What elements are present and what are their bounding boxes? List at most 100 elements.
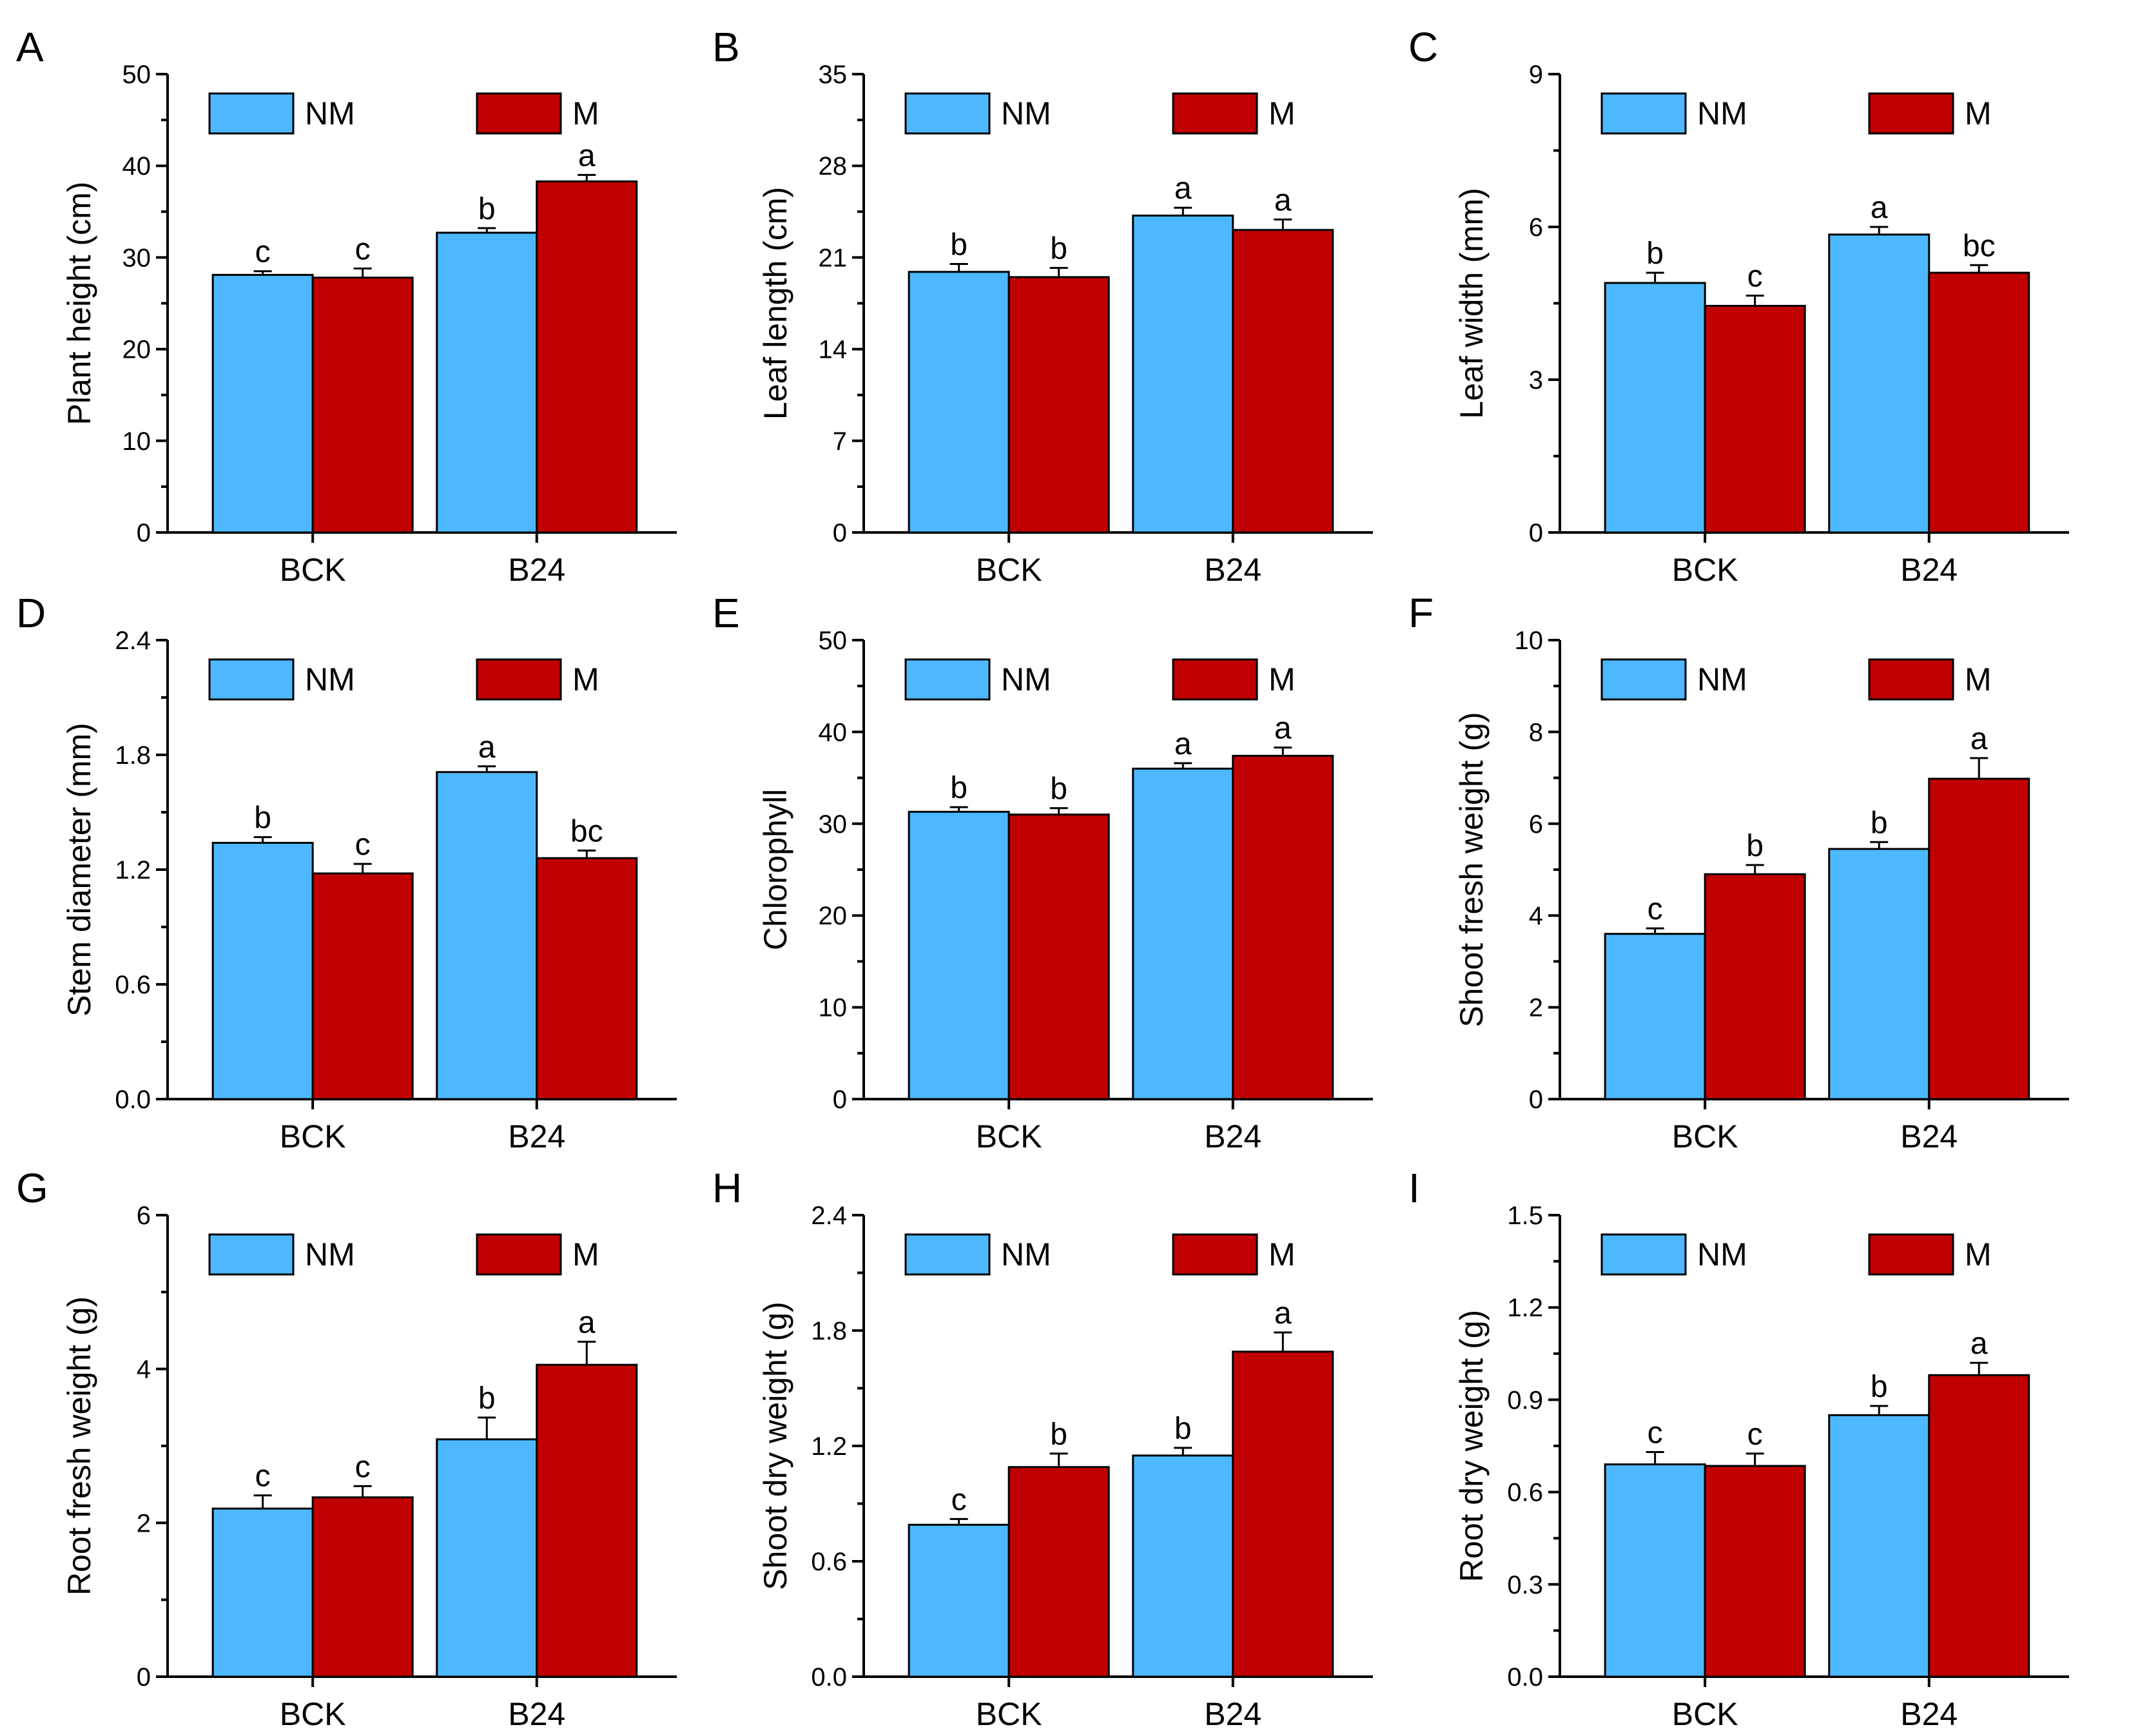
error-bar bbox=[949, 263, 968, 272]
y-tick-label: 30 bbox=[122, 244, 151, 272]
y-tick-label: 0.6 bbox=[115, 971, 151, 999]
legend-label-m: M bbox=[1269, 661, 1296, 697]
panel-letter: E bbox=[712, 590, 740, 636]
x-category-label: B24 bbox=[1204, 1696, 1261, 1732]
legend-swatch-m bbox=[476, 1233, 562, 1276]
bar-m-b24 bbox=[1232, 229, 1334, 534]
panel-letter: H bbox=[712, 1165, 742, 1211]
significance-label: b bbox=[254, 801, 271, 835]
legend-label-nm: NM bbox=[1001, 661, 1051, 697]
y-tick-label: 1.8 bbox=[115, 741, 151, 770]
bar-m-b24 bbox=[536, 1363, 638, 1678]
error-bar bbox=[478, 227, 496, 233]
legend-swatch-nm bbox=[208, 1233, 295, 1276]
significance-label: a bbox=[1174, 727, 1192, 761]
legend-swatch-nm bbox=[904, 658, 991, 701]
bar-nm-b24 bbox=[1132, 214, 1234, 534]
significance-label: b bbox=[1871, 1370, 1888, 1404]
error-bar bbox=[1274, 746, 1292, 756]
panel-letter: D bbox=[16, 590, 46, 636]
error-bar bbox=[478, 1416, 496, 1439]
panel-letter: B bbox=[712, 24, 740, 70]
error-bar bbox=[578, 173, 596, 182]
legend-label-m: M bbox=[1269, 95, 1296, 132]
bar-nm-bck bbox=[211, 1507, 314, 1678]
bar-m-b24 bbox=[1928, 777, 2030, 1100]
bar-nm-bck bbox=[908, 1523, 1010, 1678]
legend-label-nm: NM bbox=[1697, 95, 1747, 132]
bar-nm-bck bbox=[1604, 1463, 1706, 1678]
bar-m-b24 bbox=[536, 180, 638, 534]
legend-swatch-m bbox=[1868, 1233, 1954, 1276]
y-tick-label: 50 bbox=[819, 627, 848, 655]
significance-label: b bbox=[1050, 232, 1067, 266]
legend-swatch-nm bbox=[904, 1233, 991, 1276]
significance-label: a bbox=[1174, 171, 1192, 206]
legend-label-m: M bbox=[1965, 1236, 1992, 1273]
y-tick-label: 10 bbox=[819, 994, 848, 1022]
error-bar bbox=[1970, 1361, 1989, 1376]
error-bar bbox=[1174, 762, 1192, 769]
error-bar bbox=[1970, 264, 1989, 273]
y-tick-label: 0.3 bbox=[1507, 1571, 1543, 1599]
y-axis-label: Leaf length (cm) bbox=[757, 187, 793, 420]
legend-swatch-m bbox=[1172, 1233, 1258, 1276]
y-tick-label: 20 bbox=[819, 902, 848, 930]
legend-swatch-nm bbox=[904, 92, 991, 135]
error-bar bbox=[1745, 1452, 1764, 1467]
bar-nm-b24 bbox=[1132, 767, 1234, 1100]
y-axis-label: Root dry weight (g) bbox=[1454, 1310, 1490, 1582]
y-tick-label: 0.9 bbox=[1507, 1386, 1543, 1414]
significance-label: c bbox=[1648, 892, 1663, 926]
bar-m-bck bbox=[1704, 304, 1806, 534]
error-bar bbox=[1970, 757, 1989, 779]
legend-swatch-nm bbox=[1600, 1233, 1687, 1276]
significance-label: a bbox=[578, 139, 596, 173]
error-bar bbox=[1646, 1451, 1664, 1465]
bar-m-bck bbox=[1007, 276, 1110, 534]
significance-label: c bbox=[255, 235, 271, 269]
error-bar bbox=[1174, 206, 1192, 216]
bar-m-b24 bbox=[1232, 1351, 1334, 1678]
significance-label: b bbox=[1050, 1418, 1067, 1452]
panel-e: E 0 10 20 30 40 50 Chlorophyll BCK b b B24 a a NM M bbox=[712, 590, 1373, 1155]
legend-label-nm: NM bbox=[305, 95, 355, 132]
error-bar bbox=[1049, 1452, 1068, 1467]
y-tick-label: 1.2 bbox=[115, 856, 151, 884]
y-tick-label: 6 bbox=[137, 1202, 151, 1230]
significance-label: c bbox=[1648, 1416, 1663, 1450]
y-tick-label: 2.4 bbox=[811, 1202, 847, 1230]
y-tick-label: 21 bbox=[819, 244, 848, 272]
y-tick-label: 10 bbox=[1515, 627, 1544, 655]
y-tick-label: 0.0 bbox=[811, 1663, 847, 1692]
x-category-label: BCK bbox=[280, 1118, 346, 1155]
y-tick-label: 40 bbox=[122, 152, 151, 180]
bar-nm-bck bbox=[908, 810, 1010, 1100]
error-bar bbox=[949, 806, 968, 812]
y-tick-label: 50 bbox=[122, 61, 151, 89]
error-bar bbox=[353, 267, 372, 278]
significance-label: c bbox=[255, 1459, 271, 1494]
bar-m-bck bbox=[311, 1496, 414, 1678]
panel-f: F 0 2 4 6 8 10 Shoot fresh weight (g) BCK c b B24 b a… bbox=[1408, 590, 2069, 1155]
significance-label: c bbox=[951, 1483, 967, 1517]
y-tick-label: 0 bbox=[833, 519, 847, 547]
y-tick-label: 4 bbox=[137, 1356, 151, 1384]
y-axis-label: Plant height (cm) bbox=[61, 182, 97, 425]
y-tick-label: 1.2 bbox=[1507, 1294, 1543, 1322]
bar-nm-b24 bbox=[1828, 848, 1930, 1100]
bar-nm-b24 bbox=[1828, 233, 1930, 534]
bar-nm-b24 bbox=[436, 771, 538, 1100]
bar-nm-b24 bbox=[1828, 1414, 1930, 1678]
legend-label-m: M bbox=[572, 661, 599, 697]
y-tick-label: 0.0 bbox=[1507, 1663, 1543, 1692]
y-tick-label: 2 bbox=[137, 1509, 151, 1537]
legend-swatch-m bbox=[476, 92, 562, 135]
panel-g: G 0 2 4 6 Root fresh weight (g) BCK c c B24 b a NM M bbox=[16, 1165, 677, 1732]
x-category-label: B24 bbox=[1900, 1118, 1958, 1155]
error-bar bbox=[578, 1340, 596, 1365]
x-category-label: B24 bbox=[1204, 1118, 1261, 1155]
bar-nm-bck bbox=[908, 271, 1010, 534]
panel-letter: I bbox=[1408, 1165, 1420, 1211]
